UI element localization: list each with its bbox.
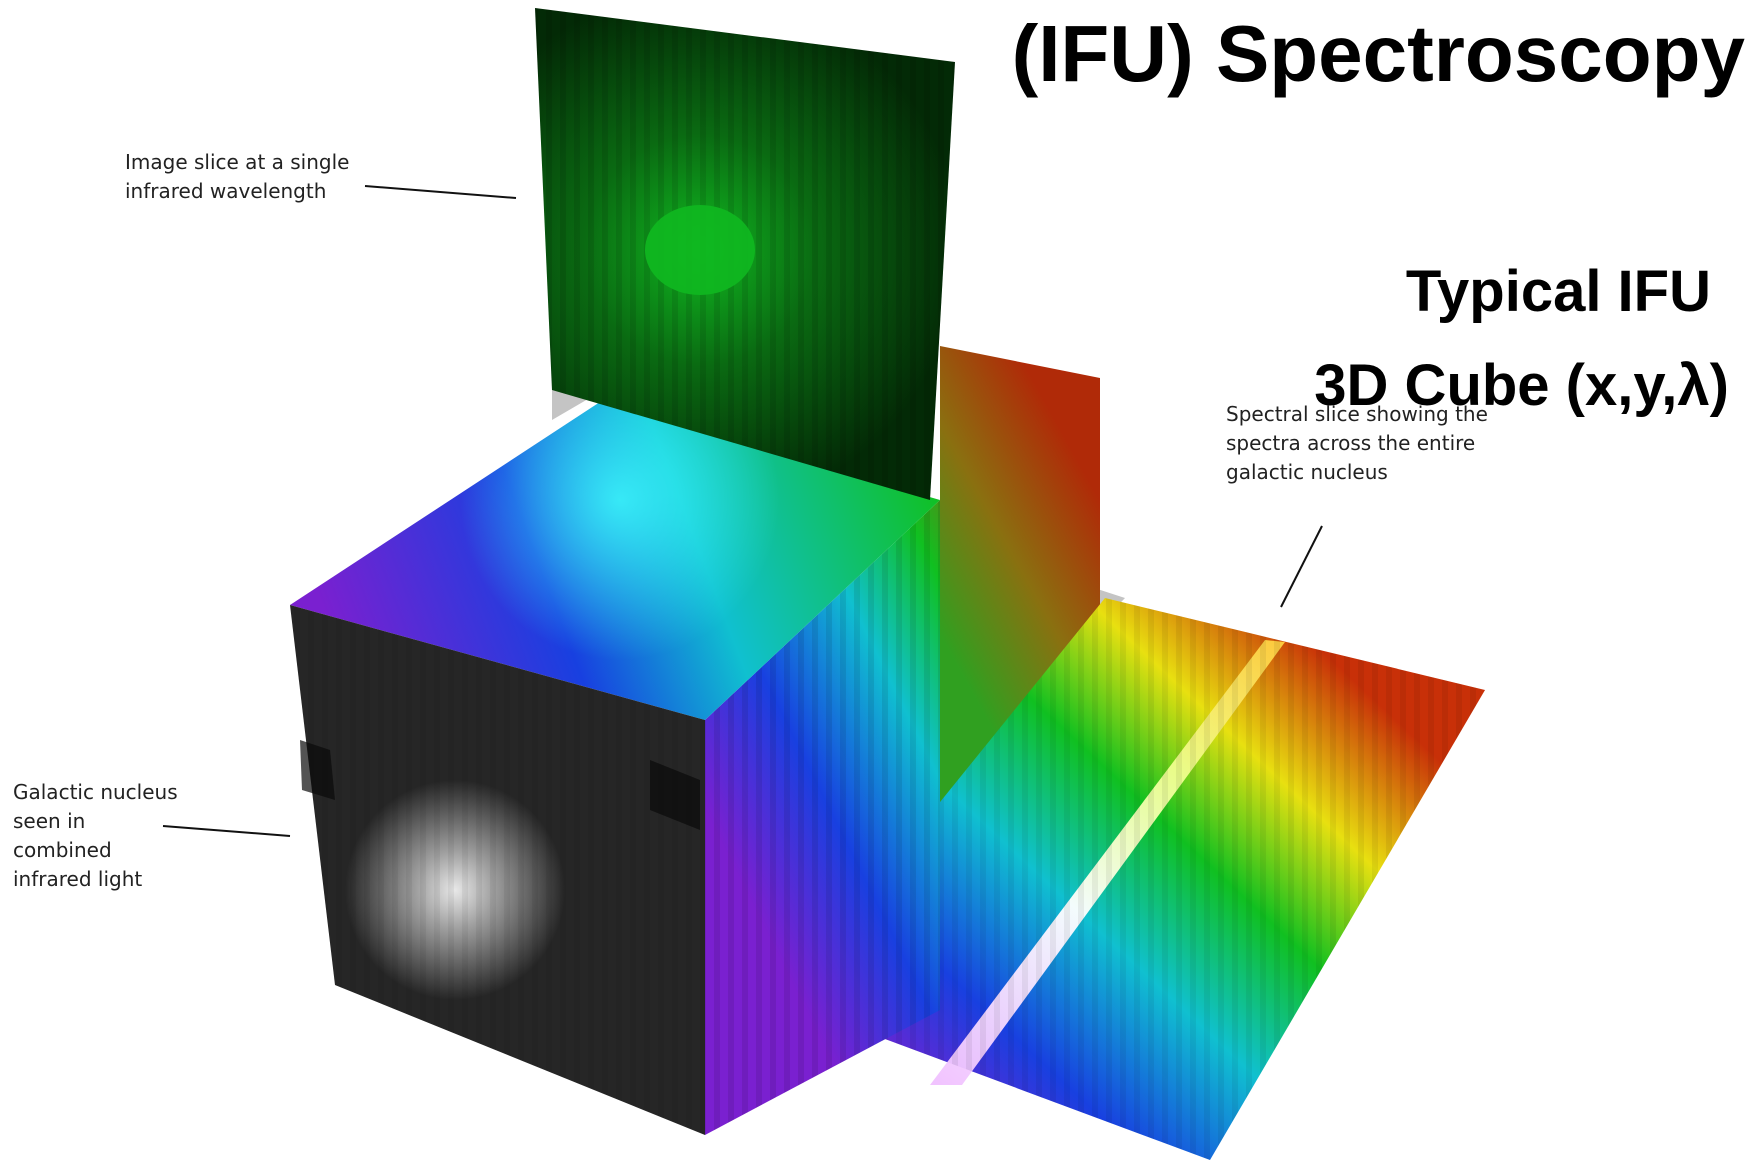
main-title: (IFU) Spectroscopy	[1011, 9, 1745, 98]
leader-line-nucleus	[162, 825, 291, 837]
leader-line-spectral-slice	[1280, 525, 1323, 608]
subtitle-line-2: 3D Cube (x,y,λ)	[1314, 353, 1729, 418]
callout-line: infrared wavelength	[125, 179, 327, 203]
callout-line: Galactic nucleus	[13, 780, 178, 804]
image-slice	[535, 8, 955, 500]
cube-top-glow	[290, 402, 940, 720]
callout-image-slice: Image slice at a single infrared wavelen…	[125, 148, 349, 206]
leader-line-image-slice	[364, 185, 517, 199]
subtitle-line-1: Typical IFU	[1405, 259, 1711, 324]
callout-line: galactic nucleus	[1226, 460, 1388, 484]
callout-line: seen in	[13, 809, 86, 833]
callout-line: spectra across the entire	[1226, 431, 1476, 455]
callout-nucleus: Galactic nucleus seen in combined infrar…	[13, 778, 178, 894]
cube-side-face-texture	[705, 500, 940, 1135]
callout-line: Image slice at a single	[125, 150, 350, 174]
spectral-slice	[780, 598, 1485, 1160]
cube-front-face	[290, 605, 705, 1135]
callout-line: combined	[13, 838, 112, 862]
callout-spectral-slice: Spectral slice showing the spectra acros…	[1226, 400, 1488, 487]
callout-line: infrared light	[13, 867, 143, 891]
callout-line: Spectral slice showing the	[1226, 402, 1488, 426]
